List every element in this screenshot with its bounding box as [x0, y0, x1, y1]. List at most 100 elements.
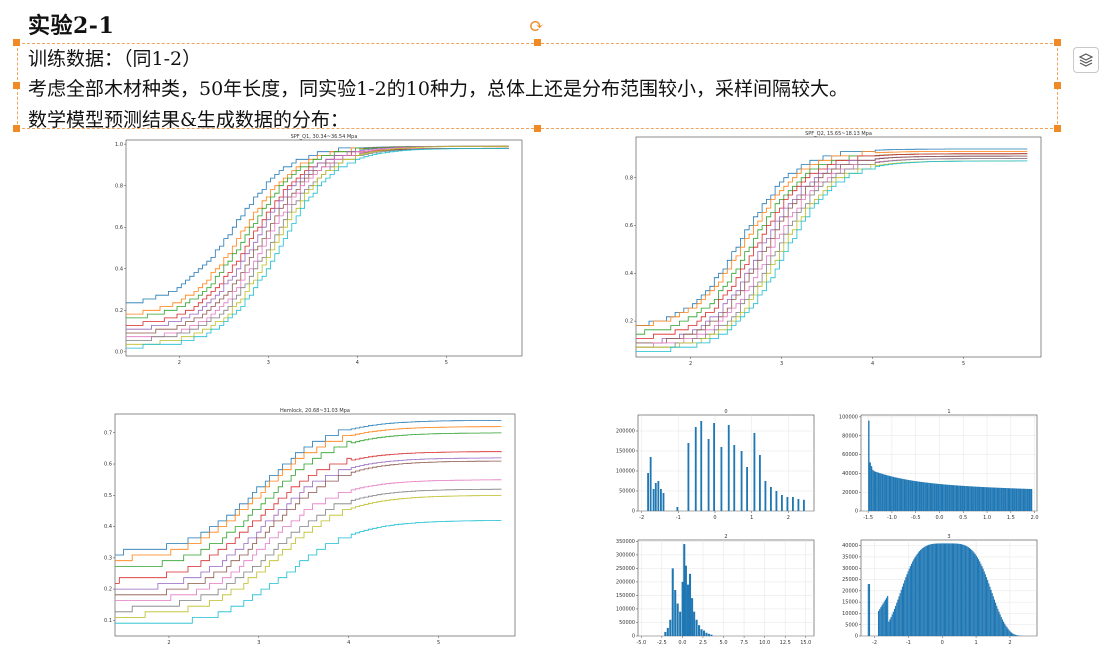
histogram-bar: [666, 627, 669, 636]
histogram-bar: [1016, 635, 1018, 636]
histogram-bar: [1014, 634, 1016, 636]
text-line-description[interactable]: 考虑全部木材种类，50年长度，同实验1-2的10种力，总体上还是分布范围较小，采…: [28, 78, 848, 100]
histogram-bar: [992, 596, 994, 636]
histogram-bar: [936, 483, 938, 511]
x-tick-label: 3: [267, 360, 270, 366]
y-tick-label: 40000: [842, 543, 858, 549]
y-tick-label: 50000: [619, 620, 635, 626]
histogram-bar: [976, 486, 978, 511]
histogram-bar: [662, 493, 665, 511]
histogram-bar: [941, 543, 943, 636]
histogram-bar: [976, 557, 978, 636]
histogram-bar: [946, 484, 948, 511]
histogram-bar: [753, 433, 756, 511]
chart-title: 2: [724, 534, 727, 540]
histogram-bar: [688, 573, 692, 636]
histogram-bar: [1006, 488, 1008, 511]
resize-handle-top-left[interactable]: [13, 39, 20, 46]
histogram-bar: [869, 462, 871, 511]
histogram-bar: [993, 599, 996, 636]
histogram-bar: [916, 553, 918, 636]
histogram-bar: [979, 561, 981, 636]
series-line: [115, 432, 502, 567]
histogram-bar: [926, 482, 929, 511]
histogram-bar: [888, 475, 891, 511]
histogram-bar: [928, 482, 930, 511]
histogram-bar: [676, 603, 679, 636]
histogram-bar: [889, 619, 891, 636]
histogram-bar: [945, 543, 947, 636]
resize-handle-mid-right[interactable]: [1054, 82, 1061, 89]
histogram-bar: [925, 545, 927, 636]
histogram-bar: [781, 495, 783, 511]
histogram-bar: [906, 574, 908, 636]
resize-handle-bottom-left[interactable]: [13, 125, 20, 132]
series-line: [115, 457, 502, 590]
y-tick-label: 30000: [842, 566, 858, 572]
layers-button[interactable]: [1073, 47, 1099, 73]
histogram-bar: [891, 614, 893, 636]
histogram-bar: [935, 483, 937, 511]
histogram-bar: [880, 473, 882, 511]
rotate-handle-icon[interactable]: ⟳: [529, 16, 545, 37]
series-line: [115, 479, 502, 601]
histogram-bar: [770, 487, 772, 511]
histogram-bar: [940, 543, 942, 636]
histogram-bar: [974, 553, 976, 636]
series-line: [636, 158, 1028, 348]
histogram-bar: [900, 478, 903, 511]
x-tick-label: 5.0: [720, 640, 728, 646]
histogram-bar: [947, 543, 949, 636]
histogram-bar: [885, 597, 888, 636]
histogram-bar: [684, 565, 687, 636]
histogram-bar: [803, 499, 805, 511]
histogram-bar: [895, 477, 897, 511]
histogram-bar: [797, 499, 800, 511]
histogram-bar: [973, 486, 975, 511]
histogram-bar: [957, 543, 959, 636]
text-line-distribution[interactable]: 数学模型预测结果&生成数据的分布：: [28, 109, 349, 131]
histogram-bar: [913, 559, 915, 636]
resize-handle-top-mid[interactable]: [534, 39, 541, 46]
x-tick-label: 0.0: [678, 640, 686, 646]
resize-handle-bottom-right[interactable]: [1054, 125, 1061, 132]
text-line-training-data[interactable]: 训练数据：（同1-2）: [28, 48, 202, 70]
histogram-bar: [918, 481, 921, 511]
chart-title: SPF_Q1, 30.34~36.54 Mpa: [291, 134, 358, 140]
histogram-bar: [942, 543, 944, 636]
chart-hist-0: 0 -2 -1 0 1 2 0 50000 100000 150000 200000: [612, 405, 818, 523]
y-tick-label: 0: [632, 509, 635, 515]
histogram-bar: [1017, 635, 1019, 636]
histogram-bar: [792, 497, 794, 511]
histogram-bar: [929, 544, 931, 636]
y-tick-label: 80000: [842, 433, 858, 439]
histogram-bar: [669, 619, 672, 636]
histogram-bar: [906, 479, 908, 511]
histogram-bar: [996, 487, 999, 511]
histogram-bar: [727, 425, 730, 511]
histogram-bar: [775, 491, 778, 511]
histogram-bar: [702, 630, 706, 636]
histogram-bar: [1008, 488, 1011, 511]
resize-handle-bottom-mid[interactable]: [534, 125, 541, 132]
histogram-bar: [879, 473, 881, 511]
plot-frame: [114, 413, 516, 637]
histogram-bar: [710, 634, 713, 636]
histogram-bar: [879, 609, 881, 636]
series-line: [126, 145, 509, 345]
resize-handle-top-right[interactable]: [1054, 39, 1061, 46]
histogram-bar: [924, 546, 926, 636]
histogram-bar: [1002, 487, 1004, 511]
histogram-bar: [966, 546, 968, 636]
y-tick-label: 100000: [616, 469, 635, 475]
histogram-bar: [1008, 630, 1010, 636]
histogram-bar: [975, 555, 977, 636]
histogram-bar: [649, 457, 652, 511]
resize-handle-mid-left[interactable]: [13, 82, 20, 89]
histogram-bar: [1007, 628, 1009, 636]
histogram-bar: [683, 544, 686, 636]
histogram-bar: [907, 479, 910, 511]
histogram-bar: [957, 485, 959, 511]
series-line: [636, 148, 1028, 326]
series-line: [636, 153, 1028, 339]
